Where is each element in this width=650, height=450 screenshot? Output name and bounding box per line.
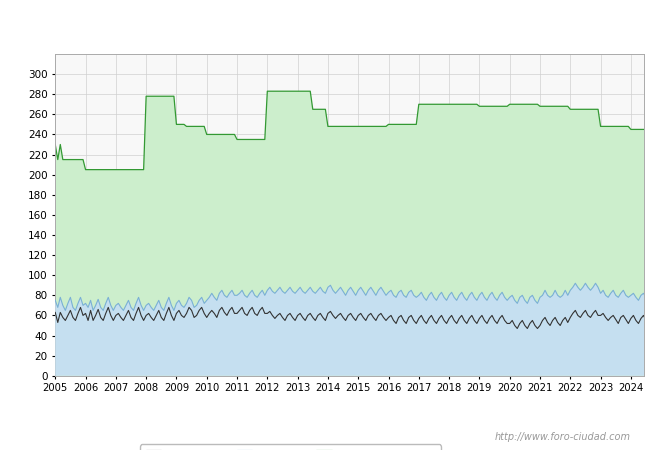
Text: Robleda-Cervantes - Evolucion de la poblacion en edad de Trabajar Mayo de 2024: Robleda-Cervantes - Evolucion de la pobl… [63,17,587,30]
Legend: Ocupados, Parados, Hab. entre 16-64: Ocupados, Parados, Hab. entre 16-64 [140,445,441,450]
Text: http://www.foro-ciudad.com: http://www.foro-ciudad.com [495,432,630,442]
